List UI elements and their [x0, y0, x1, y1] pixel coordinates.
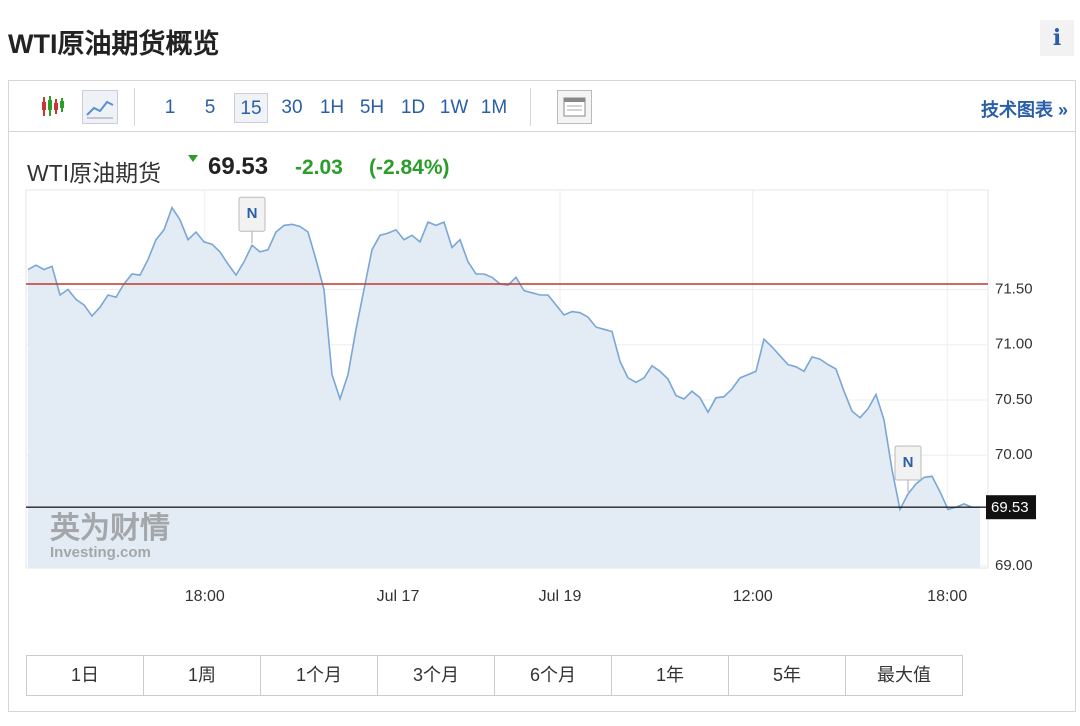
- interval-button[interactable]: 5: [204, 97, 216, 118]
- calendar-icon[interactable]: [557, 90, 592, 124]
- interval-button[interactable]: 1W: [439, 97, 469, 118]
- technical-chart-link[interactable]: 技术图表 »: [980, 100, 1068, 120]
- interval-button[interactable]: 1: [164, 97, 176, 118]
- range-buttons: 1日 1周 1个月 3个月 6个月 1年 5年 最大值: [26, 655, 963, 696]
- range-button[interactable]: 1个月: [261, 656, 378, 695]
- range-button[interactable]: 1日: [27, 656, 144, 695]
- quote-change: -2.03: [295, 156, 343, 179]
- range-button[interactable]: 最大值: [877, 665, 931, 685]
- interval-button[interactable]: 15: [234, 93, 268, 123]
- info-button[interactable]: i: [1040, 20, 1074, 56]
- range-button[interactable]: 5年: [729, 656, 846, 695]
- range-button[interactable]: 1年: [612, 656, 729, 695]
- range-button[interactable]: 6个月: [495, 656, 612, 695]
- quote-change-percent: (-2.84%): [369, 156, 450, 179]
- quote-name: WTI原油期货: [27, 160, 162, 186]
- separator: [134, 88, 135, 126]
- interval-button[interactable]: 1D: [400, 97, 426, 118]
- toolbar: [9, 81, 1075, 132]
- line-icon[interactable]: [82, 90, 118, 124]
- page-title: WTI原油期货概览: [8, 29, 220, 59]
- candle-icon[interactable]: [40, 94, 66, 120]
- interval-button[interactable]: 1H: [319, 97, 345, 118]
- interval-button[interactable]: 5H: [359, 97, 385, 118]
- quote-price: 69.53: [208, 153, 269, 180]
- range-button[interactable]: 1周: [144, 656, 261, 695]
- interval-button[interactable]: 30: [281, 97, 303, 118]
- down-arrow: [188, 155, 198, 162]
- range-button[interactable]: 3个月: [378, 656, 495, 695]
- separator: [530, 88, 531, 126]
- chart-frame: [8, 80, 1076, 712]
- interval-button[interactable]: 1M: [480, 97, 508, 118]
